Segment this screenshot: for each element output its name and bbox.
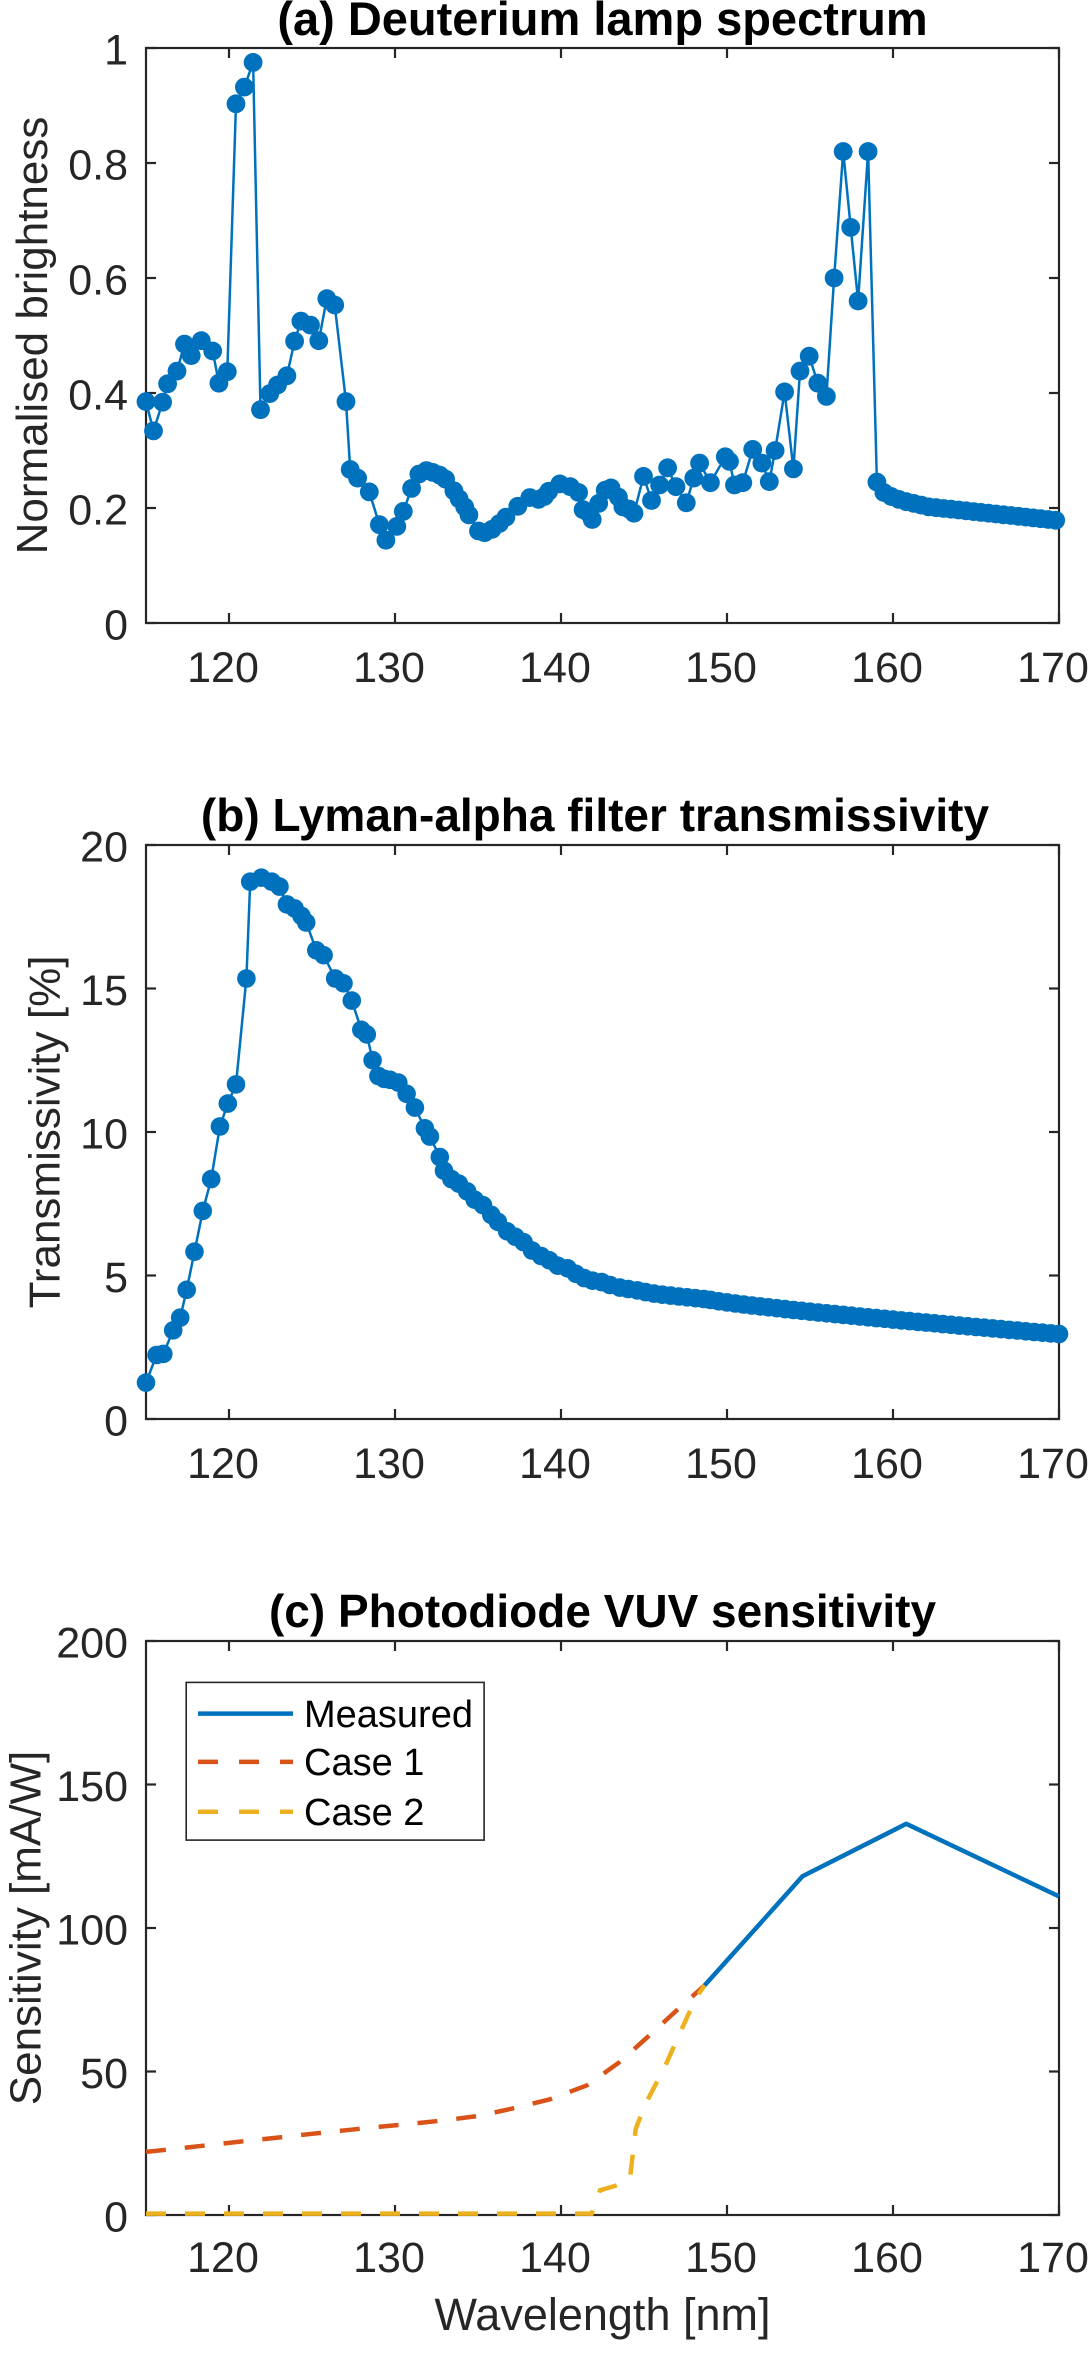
svg-text:170: 170 [1017,1440,1089,1488]
svg-text:160: 160 [851,644,923,692]
svg-text:Case 2: Case 2 [304,1792,424,1834]
svg-text:Case 1: Case 1 [304,1742,424,1784]
svg-text:170: 170 [1017,2234,1089,2282]
svg-text:150: 150 [685,1440,757,1488]
svg-text:0.2: 0.2 [68,487,128,535]
svg-text:130: 130 [353,1440,425,1488]
svg-text:0: 0 [104,602,128,650]
svg-text:140: 140 [519,1440,591,1488]
svg-text:120: 120 [187,1440,259,1488]
svg-text:120: 120 [187,2234,259,2282]
svg-text:200: 200 [56,1620,128,1668]
svg-text:140: 140 [519,644,591,692]
svg-text:150: 150 [685,644,757,692]
svg-text:15: 15 [80,967,128,1015]
svg-text:140: 140 [519,2234,591,2282]
svg-text:0.8: 0.8 [68,142,128,190]
svg-text:130: 130 [353,644,425,692]
svg-text:Measured: Measured [304,1694,473,1736]
svg-text:120: 120 [187,644,259,692]
svg-text:(a) Deuterium lamp spectrum: (a) Deuterium lamp spectrum [277,0,927,45]
svg-text:(c) Photodiode VUV sensitivity: (c) Photodiode VUV sensitivity [269,1585,937,1637]
svg-text:Normalised brightness: Normalised brightness [8,117,57,555]
svg-text:0.4: 0.4 [68,372,128,420]
svg-text:20: 20 [80,824,128,872]
svg-text:50: 50 [80,2050,128,2098]
svg-text:170: 170 [1017,644,1089,692]
svg-text:150: 150 [56,1763,128,1811]
svg-text:0.6: 0.6 [68,257,128,305]
svg-text:Wavelength [nm]: Wavelength [nm] [435,2289,771,2340]
svg-text:100: 100 [56,1907,128,1955]
svg-text:160: 160 [851,2234,923,2282]
svg-text:5: 5 [104,1254,128,1302]
svg-text:0: 0 [104,2194,128,2242]
svg-text:150: 150 [685,2234,757,2282]
svg-text:10: 10 [80,1111,128,1159]
svg-text:Transmissivity [%]: Transmissivity [%] [21,956,70,1309]
svg-text:1: 1 [104,27,128,75]
svg-text:130: 130 [353,2234,425,2282]
svg-text:160: 160 [851,1440,923,1488]
svg-text:Sensitivity [mA/W]: Sensitivity [mA/W] [2,1751,51,2106]
svg-text:(b) Lyman-alpha filter transmi: (b) Lyman-alpha filter transmissivity [201,789,990,841]
svg-text:0: 0 [104,1398,128,1446]
